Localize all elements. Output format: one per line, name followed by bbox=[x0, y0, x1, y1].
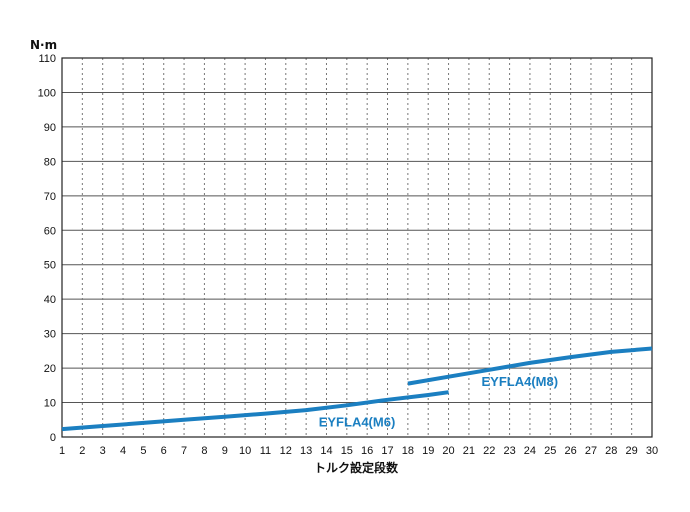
x-tick-label: 12 bbox=[280, 445, 292, 457]
y-tick-label: 40 bbox=[44, 294, 56, 306]
grid bbox=[62, 58, 652, 437]
x-tick-label: 9 bbox=[222, 445, 228, 457]
x-tick-label: 13 bbox=[300, 445, 312, 457]
y-tick-label: 110 bbox=[38, 53, 56, 65]
series-label-2: EYFLA4(M8) bbox=[482, 374, 559, 389]
x-tick-label: 28 bbox=[605, 445, 617, 457]
x-tick-label: 10 bbox=[239, 445, 251, 457]
y-tick-label: 0 bbox=[50, 432, 56, 444]
y-tick-label: 90 bbox=[44, 122, 56, 134]
x-tick-label: 15 bbox=[341, 445, 353, 457]
x-tick-label: 18 bbox=[402, 445, 414, 457]
y-tick-label: 100 bbox=[38, 87, 56, 99]
plot-border bbox=[61, 57, 653, 438]
x-tick-label: 16 bbox=[361, 445, 373, 457]
x-tick-label: 6 bbox=[161, 445, 167, 457]
x-tick-label: 11 bbox=[260, 445, 271, 457]
x-tick-label: 25 bbox=[544, 445, 556, 457]
y-tick-label: 50 bbox=[44, 260, 56, 272]
y-tick-label: 30 bbox=[44, 329, 56, 341]
x-tick-label: 29 bbox=[626, 445, 638, 457]
series-lines bbox=[61, 346, 653, 432]
x-tick-label: 17 bbox=[381, 445, 393, 457]
x-tick-label: 8 bbox=[201, 445, 207, 457]
y-tick-label: 80 bbox=[44, 156, 56, 168]
x-tick-labels: 1 2 3 4 5 6 7 8 9 10 11 12 13 14 15 16 17 18 19 20 21 22 23 24 2… bbox=[59, 445, 658, 457]
x-tick-label: 5 bbox=[140, 445, 146, 457]
x-tick-label: 1 bbox=[59, 445, 65, 457]
y-tick-label: 10 bbox=[44, 398, 56, 410]
x-tick-label: 22 bbox=[483, 445, 495, 457]
y-tick-label: 20 bbox=[44, 363, 56, 375]
x-tick-label: 24 bbox=[524, 445, 536, 457]
series-line-1 bbox=[61, 390, 449, 432]
y-tick-label: 60 bbox=[44, 225, 56, 237]
x-tick-label: 30 bbox=[646, 445, 658, 457]
x-axis-label: トルク設定段数 bbox=[314, 460, 399, 475]
x-tick-label: 4 bbox=[120, 445, 126, 457]
y-tick-labels: 0 10 20 30 40 50 60 70 80 90 100 110 bbox=[38, 53, 56, 444]
y-axis-label: N·m bbox=[30, 38, 57, 52]
x-tick-label: 23 bbox=[503, 445, 515, 457]
x-tick-label: 3 bbox=[100, 445, 106, 457]
x-tick-label: 7 bbox=[181, 445, 187, 457]
x-tick-label: 27 bbox=[585, 445, 597, 457]
x-tick-label: 14 bbox=[320, 445, 332, 457]
x-tick-label: 20 bbox=[442, 445, 454, 457]
plot-frame bbox=[61, 57, 653, 438]
x-tick-label: 21 bbox=[463, 445, 475, 457]
x-tick-label: 26 bbox=[564, 445, 576, 457]
series-labels: EYFLA4(M6) EYFLA4(M8) bbox=[319, 374, 558, 430]
y-tick-label: 70 bbox=[44, 191, 56, 203]
x-tick-label: 19 bbox=[422, 445, 434, 457]
series-label-1: EYFLA4(M6) bbox=[319, 415, 396, 430]
x-tick-label: 2 bbox=[79, 445, 85, 457]
series-line-2 bbox=[407, 346, 653, 386]
